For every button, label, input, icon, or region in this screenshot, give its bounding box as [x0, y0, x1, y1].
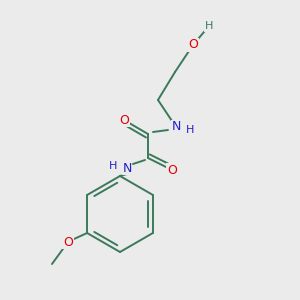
Text: O: O: [119, 113, 129, 127]
Text: O: O: [63, 236, 73, 248]
Text: N: N: [171, 121, 181, 134]
Text: O: O: [188, 38, 198, 52]
Text: H: H: [205, 21, 213, 31]
Text: O: O: [167, 164, 177, 176]
Text: H: H: [109, 161, 117, 171]
Text: N: N: [122, 161, 132, 175]
Text: H: H: [186, 125, 194, 135]
